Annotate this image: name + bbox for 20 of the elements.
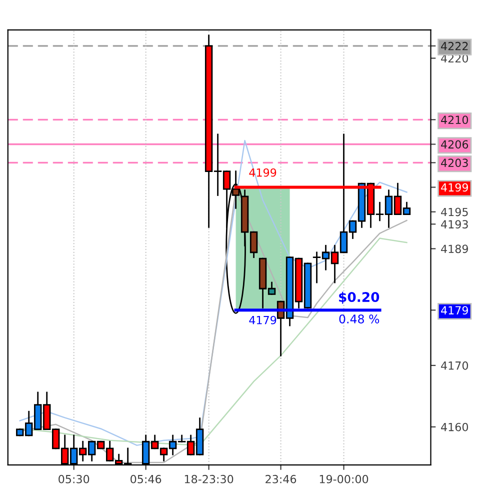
y-tick-label: 4193 — [441, 220, 468, 228]
y-tick-label: 4206 — [441, 140, 468, 149]
y-tick-label: 4160 — [441, 422, 468, 432]
y-tick-label: 4170 — [441, 361, 468, 370]
x-tick-label: 05:46 — [130, 474, 162, 484]
annotation: 4199 — [249, 168, 276, 177]
y-tick-label: 4203 — [441, 158, 468, 168]
annotation: $0.20 — [339, 292, 380, 304]
y-tick-label: 4195 — [441, 208, 468, 216]
x-tick-label: 23:46 — [266, 474, 296, 484]
annotation: 4179 — [249, 316, 276, 324]
y-tick-label: 4179 — [441, 306, 468, 315]
x-tick-label: 05:30 — [58, 474, 90, 484]
x-tick-label: 18-23:30 — [184, 474, 234, 484]
annotation: 0.48 % — [339, 314, 380, 324]
y-tick-label: 4199 — [441, 183, 468, 192]
y-tick-label: 4189 — [441, 244, 468, 254]
y-tick-label: 4222 — [441, 42, 468, 50]
x-tick-label: 19-00:00 — [320, 474, 368, 484]
y-tick-label: 4210 — [441, 116, 468, 124]
